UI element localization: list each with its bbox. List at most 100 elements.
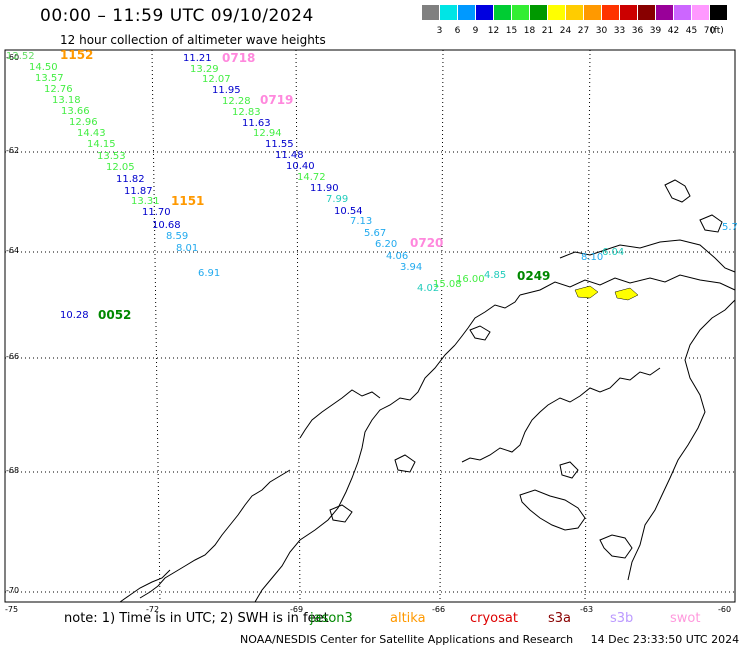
wave-height-value: 8.10: [581, 252, 604, 263]
wave-height-value: 8.59: [166, 231, 189, 242]
credit-text: NOAA/NESDIS Center for Satellite Applica…: [240, 633, 574, 646]
lon-line: [295, 49, 301, 603]
legend-tick-label: 39: [649, 26, 662, 36]
legend-tick-label: 33: [613, 26, 626, 36]
legend-swatch: [638, 5, 655, 20]
legend-swatch: [656, 5, 673, 20]
lat-label: -66: [6, 352, 20, 361]
legend-tick-label: 15: [505, 26, 518, 36]
time-stamp-0719: 0719: [260, 93, 294, 107]
legend-swatch: [620, 5, 637, 20]
legend-tick-label: 45: [685, 26, 698, 36]
lat-label: -64: [6, 246, 20, 255]
legend-tick-label: 18: [523, 26, 536, 36]
legend-swatch: [674, 5, 691, 20]
wave-height-value: 11.63: [242, 118, 271, 129]
wave-height-value: 13.18: [52, 95, 81, 106]
lon-label: -75: [5, 605, 19, 614]
wave-height-value: 13.31: [131, 196, 160, 207]
wave-height-value: 3.94: [400, 262, 423, 273]
legend-swatch: [458, 5, 475, 20]
lon-label: -63: [580, 605, 594, 614]
wave-height-value: 5.7: [722, 222, 738, 233]
legend-tick-label: 36: [631, 26, 644, 36]
lat-label: -62: [6, 146, 20, 155]
footnote: note: 1) Time is in UTC; 2) SWH is in fe…: [64, 611, 329, 626]
wave-height-value: 4.85: [484, 270, 507, 281]
wave-height-value: 7.99: [326, 194, 349, 205]
legend-swatch: [602, 5, 619, 20]
legend-swatch: [530, 5, 547, 20]
wave-height-value: 11.55: [265, 139, 294, 150]
wave-height-value: 11.70: [142, 207, 171, 218]
wave-height-value: 13.66: [61, 106, 90, 117]
sat-label-s3b: s3b: [610, 611, 634, 626]
lon-label: -72: [146, 605, 160, 614]
wave-height-value: 12.05: [106, 162, 135, 173]
wave-height-value: 4.06: [386, 251, 409, 262]
wave-height-value: 10.54: [334, 206, 363, 217]
legend-swatch: [548, 5, 565, 20]
legend-swatch: [512, 5, 529, 20]
legend-tick-label: 21: [541, 26, 554, 36]
legend-swatch: [422, 5, 439, 20]
wave-height-value: 11.48: [275, 150, 304, 161]
wave-height-value: 11.21: [183, 53, 212, 64]
wave-height-value: 6.04: [602, 247, 625, 258]
wave-height-value: 12.83: [232, 107, 261, 118]
wave-height-value: 6.91: [198, 268, 221, 279]
time-stamp-0720: 0720: [410, 236, 444, 250]
legend-tick-label: 70: [703, 26, 716, 36]
sat-label-cryosat: cryosat: [470, 611, 518, 626]
lon-label: -66: [432, 605, 446, 614]
sat-label-s3a: s3a: [548, 611, 572, 626]
legend-tick-label: 3: [436, 26, 443, 36]
legend-tick-label: 24: [559, 26, 572, 36]
wave-height-value: 12.28: [222, 96, 251, 107]
wave-height-value: 11.95: [212, 85, 241, 96]
map-title: 00:00 – 11:59 UTC 09/10/2024: [40, 6, 314, 26]
lat-label: -70: [6, 586, 20, 595]
legend-swatch: [476, 5, 493, 20]
sat-label-swot: swot: [670, 611, 701, 626]
wave-height-value: 10.68: [152, 220, 181, 231]
lon-line: [584, 49, 591, 603]
legend-swatch: [494, 5, 511, 20]
sat-label-jason3: jason3: [310, 611, 353, 626]
wave-height-value: 15.08: [433, 279, 462, 290]
time-stamp-1151: 1151: [171, 194, 205, 208]
lon-label: -60: [718, 605, 732, 614]
lon-label: -69: [290, 605, 304, 614]
legend-tick-label: 12: [487, 26, 500, 36]
wave-height-value: 13.57: [35, 73, 64, 84]
lat-label: -60: [6, 53, 20, 62]
wave-height-value: 12.76: [44, 84, 73, 95]
wave-height-value: 13.53: [97, 151, 126, 162]
wave-height-value: 16.00: [456, 274, 485, 285]
legend-tick-label: 6: [454, 26, 461, 36]
legend-swatch: [440, 5, 457, 20]
wave-height-value: 14.43: [77, 128, 106, 139]
wave-height-value: 12.96: [69, 117, 98, 128]
island-highlights: [574, 285, 639, 301]
coastline: [119, 179, 736, 603]
map-subtitle: 12 hour collection of altimeter wave hei…: [60, 33, 326, 47]
wave-height-value: 13.29: [190, 64, 219, 75]
graticule: [5, 49, 735, 603]
legend-tick-label: 27: [577, 26, 590, 36]
time-stamp-0249: 0249: [517, 269, 551, 283]
wave-height-value: 11.82: [116, 174, 145, 185]
wave-height-value: 11.87: [124, 186, 153, 197]
time-stamp-0052: 0052: [98, 308, 132, 322]
lat-label: -68: [6, 466, 20, 475]
map-canvas: [4, 49, 736, 603]
credit-line: NOAA/NESDIS Center for Satellite Applica…: [240, 633, 739, 646]
legend-swatch: [584, 5, 601, 20]
wave-height-value: 7.13: [350, 216, 373, 227]
legend-tick-label: 9: [472, 26, 479, 36]
time-stamp-1152: 1152: [60, 48, 94, 62]
wave-height-value: 4.02: [417, 283, 440, 294]
lon-line: [151, 49, 161, 603]
wave-height-value: 12.07: [202, 74, 231, 85]
legend-swatch: [566, 5, 583, 20]
